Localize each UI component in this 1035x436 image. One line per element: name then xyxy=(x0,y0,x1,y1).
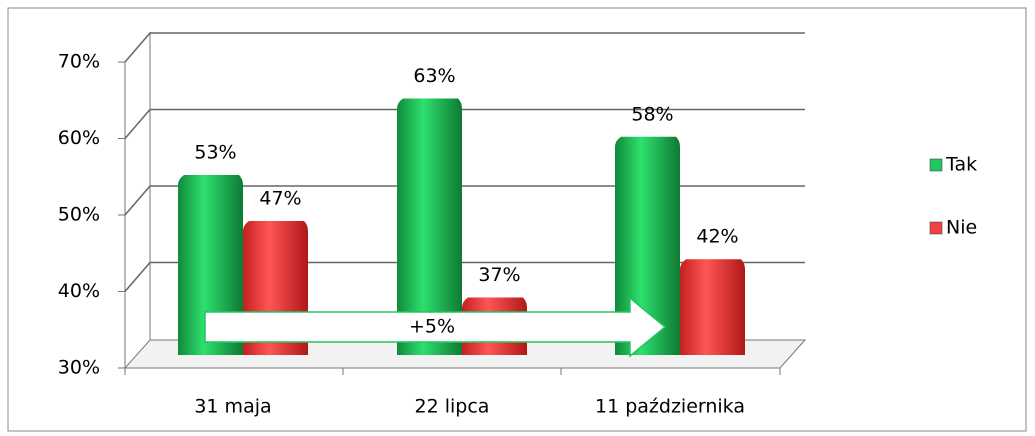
grid-line xyxy=(124,262,151,292)
bar xyxy=(178,175,243,355)
y-tick-label: 30% xyxy=(58,357,100,379)
annotation-arrow xyxy=(204,296,667,358)
grid-line xyxy=(124,109,151,139)
data-label: 58% xyxy=(631,103,673,125)
legend-label: Nie xyxy=(946,217,977,239)
grid-line xyxy=(124,32,151,63)
data-label: 47% xyxy=(259,187,301,209)
annotation: +5% xyxy=(409,316,455,338)
legend-swatch xyxy=(929,158,943,172)
x-tick-label: 31 maja xyxy=(194,396,271,418)
bar xyxy=(680,259,745,355)
y-tick-label: 70% xyxy=(58,51,100,73)
x-tick-label: 22 lipca xyxy=(415,396,490,418)
y-tick-label: 40% xyxy=(58,280,100,302)
x-tick-label: 11 października xyxy=(595,396,745,418)
y-tick-label: 50% xyxy=(58,204,100,226)
y-tick-label: 60% xyxy=(58,127,100,149)
bar xyxy=(397,98,462,356)
data-label: 37% xyxy=(478,264,520,286)
data-label: 42% xyxy=(696,226,738,248)
data-label: 53% xyxy=(194,142,236,164)
legend-swatch xyxy=(929,221,943,235)
grid-line xyxy=(124,185,151,216)
data-label: 63% xyxy=(413,65,455,87)
legend-label: Tak xyxy=(945,154,977,176)
